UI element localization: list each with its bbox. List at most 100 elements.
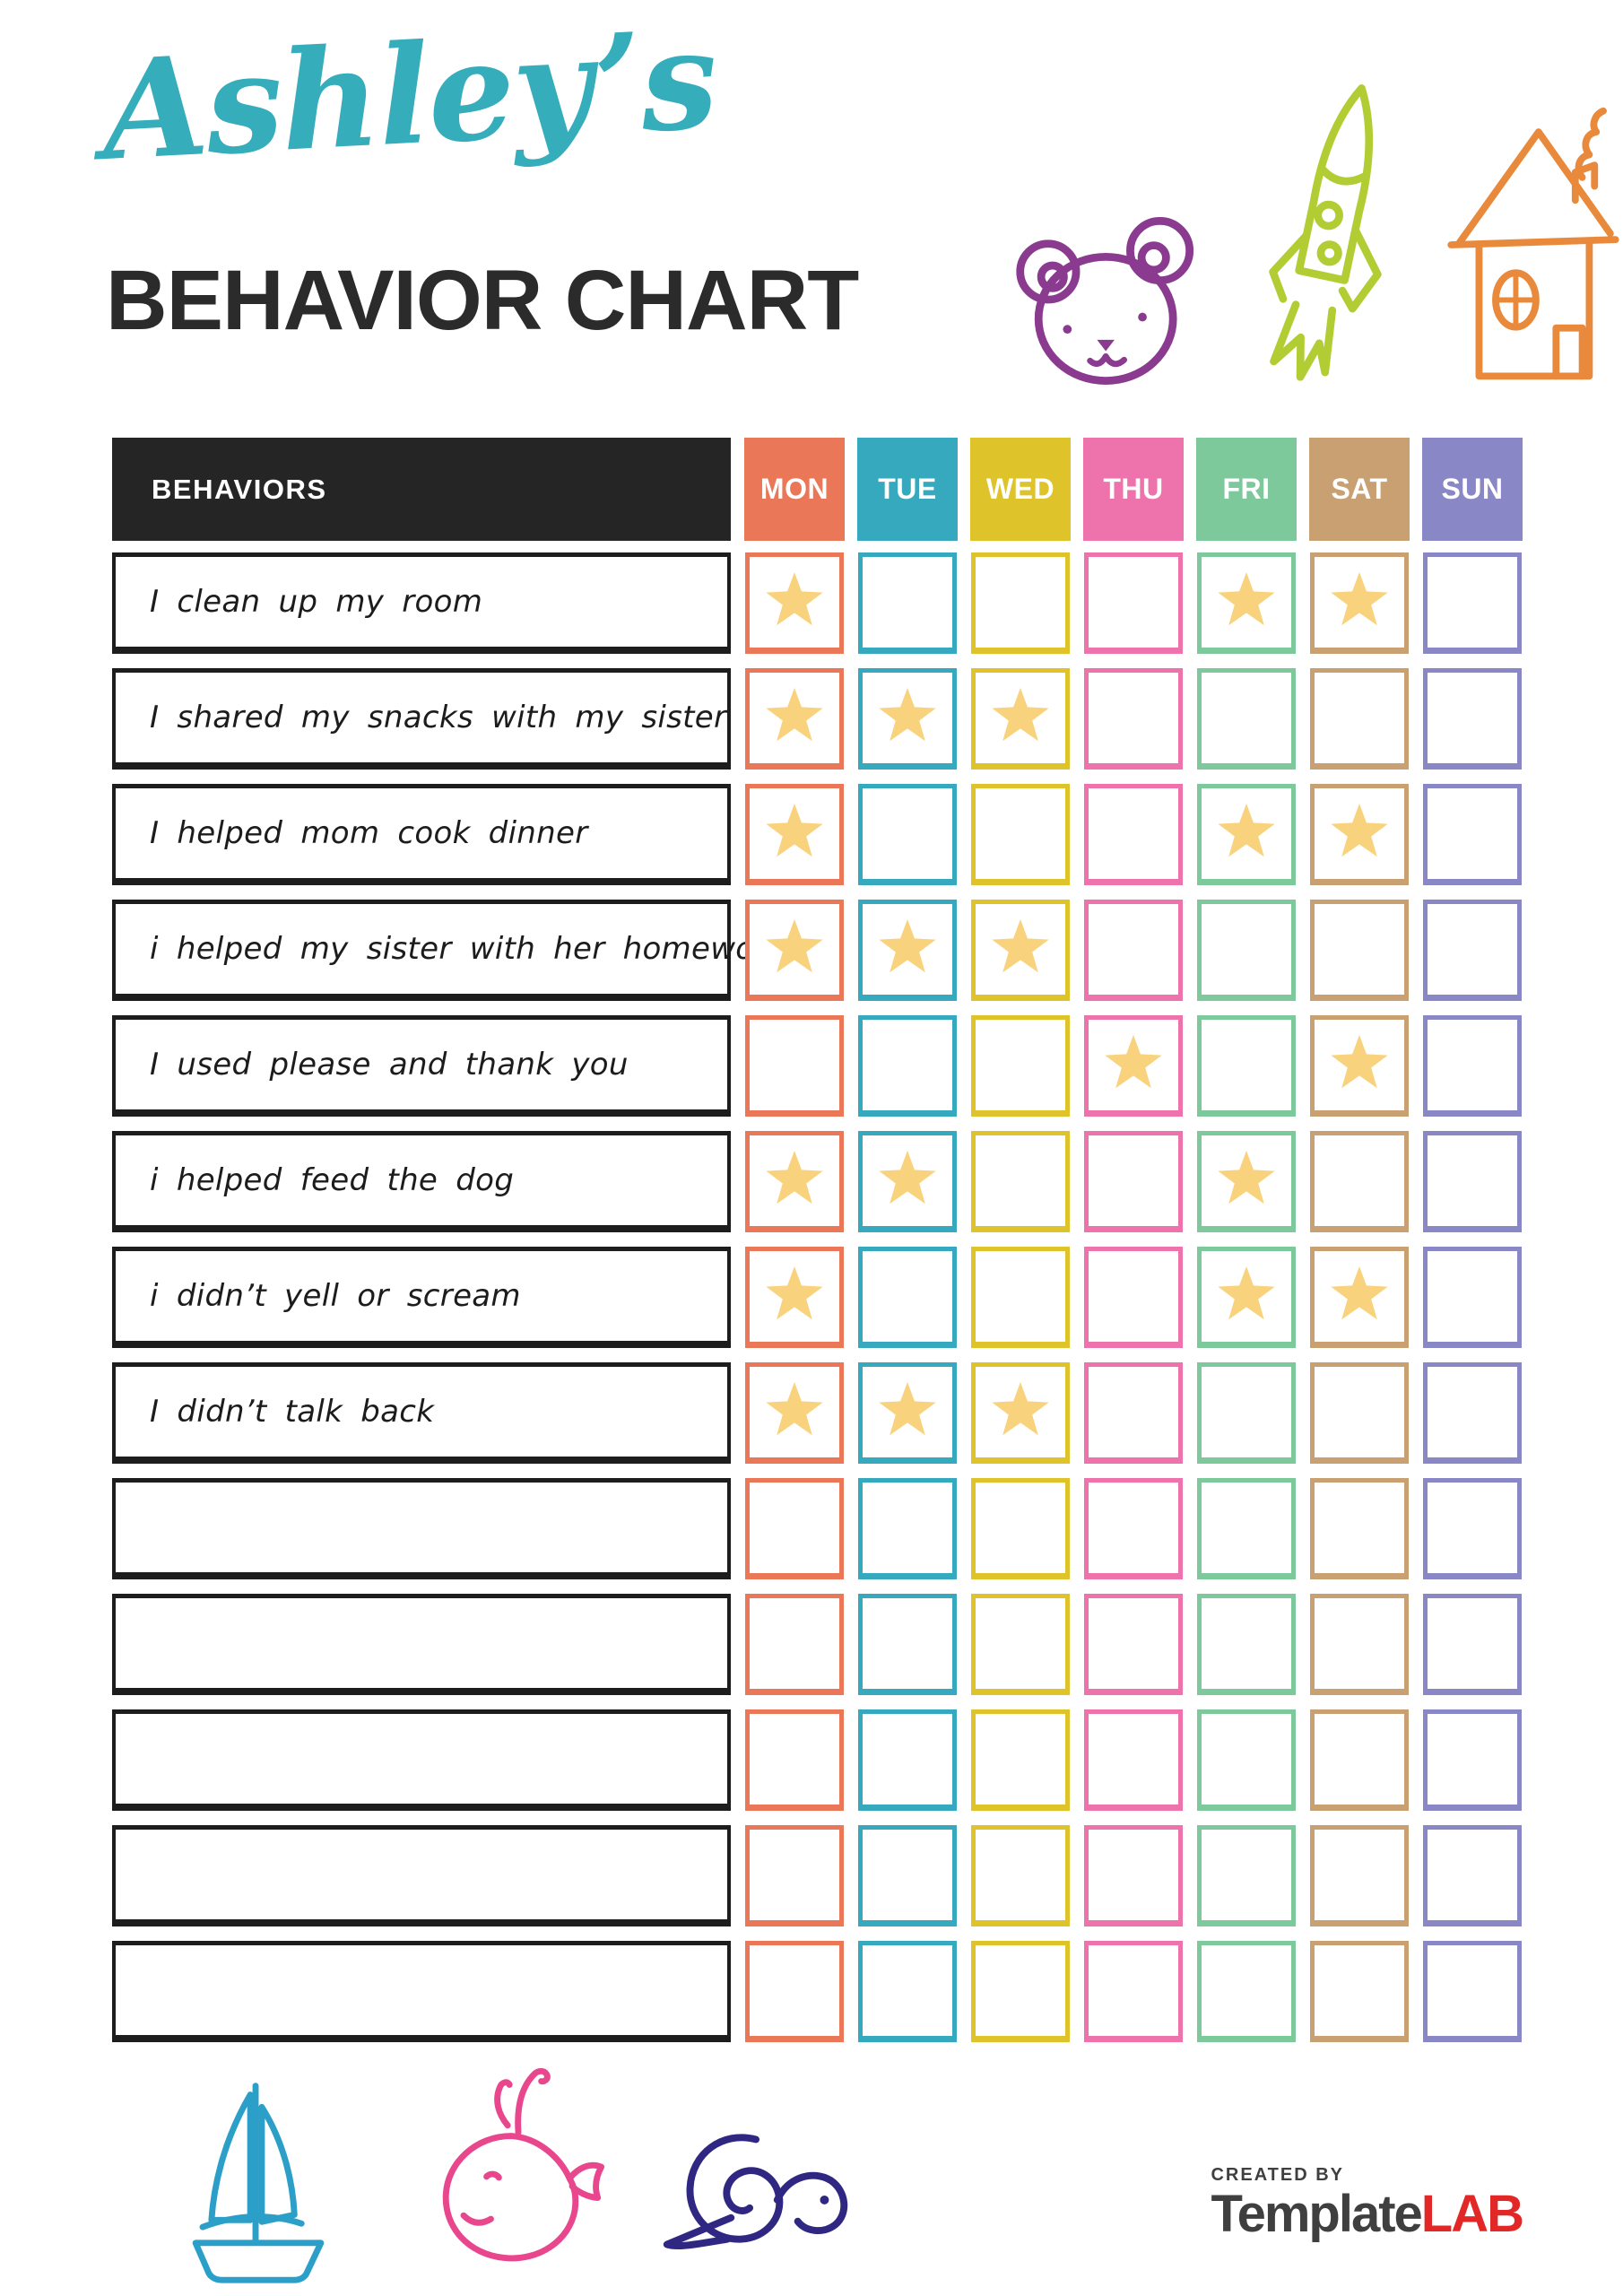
behavior-label: i helped my sister with her homework: [112, 900, 785, 1001]
day-cell-thu: [1084, 1131, 1183, 1232]
day-cell-thu: [1084, 1478, 1183, 1579]
day-cell-wed: [971, 1247, 1070, 1348]
star-icon: [766, 1382, 823, 1436]
star-icon: [766, 572, 823, 626]
day-cell-wed: [971, 1941, 1070, 2042]
day-cell-thu: [1084, 900, 1183, 1001]
day-cell-thu: [1084, 1247, 1183, 1348]
bear-icon: [1011, 213, 1212, 389]
star-icon: [992, 1382, 1049, 1436]
table-row: i helped feed the dog: [112, 1131, 1522, 1232]
day-cell-wed: [971, 552, 1070, 654]
star-icon: [1331, 804, 1388, 857]
star-icon: [879, 688, 936, 742]
day-cell-fri: [1197, 1362, 1296, 1464]
brand-name: TemplateLAB: [1211, 2185, 1524, 2243]
day-cell-tue: [858, 552, 957, 654]
day-cell-mon: [745, 668, 844, 770]
star-icon: [879, 1151, 936, 1205]
day-header-tue: TUE: [857, 438, 958, 541]
day-cell-wed: [971, 1362, 1070, 1464]
whale-icon: [405, 2054, 635, 2285]
behavior-label: I helped mom cook dinner: [112, 784, 731, 885]
star-icon: [766, 919, 823, 973]
day-cell-wed: [971, 1015, 1070, 1117]
day-cell-sun: [1423, 1709, 1522, 1811]
star-icon: [1105, 1035, 1162, 1089]
behavior-label: I used please and thank you: [112, 1015, 731, 1117]
day-cell-mon: [745, 552, 844, 654]
day-cell-fri: [1197, 1131, 1296, 1232]
behavior-label: [112, 1709, 731, 1811]
day-cell-sun: [1423, 1015, 1522, 1117]
behavior-label: I shared my snacks with my sister: [112, 668, 731, 770]
table-row: [112, 1941, 1522, 2042]
star-icon: [1331, 1266, 1388, 1320]
brand-template-text: Template: [1211, 2185, 1422, 2243]
page-title: BEHAVIOR CHART: [106, 253, 859, 348]
day-cell-sat: [1310, 668, 1409, 770]
day-cell-mon: [745, 1709, 844, 1811]
day-header-wed: WED: [970, 438, 1071, 541]
star-icon: [879, 1382, 936, 1436]
day-cell-sun: [1423, 1247, 1522, 1348]
rocket-icon: [1207, 62, 1451, 422]
behavior-label: I clean up my room: [112, 552, 731, 654]
star-icon: [1331, 1035, 1388, 1089]
day-cell-sun: [1423, 1131, 1522, 1232]
day-cell-sat: [1310, 1941, 1409, 2042]
star-icon: [879, 919, 936, 973]
star-icon: [1218, 572, 1275, 626]
table-rows: I clean up my room I shared my snacks wit…: [112, 552, 1522, 2057]
table-row: I used please and thank you: [112, 1015, 1522, 1117]
behavior-label: [112, 1941, 731, 2042]
day-cell-tue: [858, 668, 957, 770]
day-cell-thu: [1084, 1709, 1183, 1811]
star-icon: [1218, 804, 1275, 857]
table-row: I didn’t talk back: [112, 1362, 1522, 1464]
day-cell-tue: [858, 1362, 957, 1464]
child-name-title: Ashley’s: [98, 0, 720, 191]
day-cell-sun: [1423, 1478, 1522, 1579]
day-cell-fri: [1197, 900, 1296, 1001]
day-cell-sat: [1310, 1478, 1409, 1579]
day-cell-mon: [745, 1941, 844, 2042]
day-cell-sun: [1423, 900, 1522, 1001]
star-icon: [992, 919, 1049, 973]
star-icon: [766, 804, 823, 857]
day-header-sat: SAT: [1309, 438, 1410, 541]
table-row: I clean up my room: [112, 552, 1522, 654]
behavior-label: i didn’t yell or scream: [112, 1247, 731, 1348]
day-cell-mon: [745, 900, 844, 1001]
brand-lab-text: LAB: [1420, 2185, 1524, 2243]
day-cell-thu: [1084, 1825, 1183, 1926]
day-cell-fri: [1197, 552, 1296, 654]
day-cell-mon: [745, 1594, 844, 1695]
day-cell-mon: [745, 784, 844, 885]
day-cell-mon: [745, 1247, 844, 1348]
day-header-fri: FRI: [1196, 438, 1297, 541]
day-cell-wed: [971, 1478, 1070, 1579]
templatelab-logo: CREATED BY TemplateLAB: [1211, 2165, 1524, 2243]
table-row: [112, 1825, 1522, 1926]
table-row: I helped mom cook dinner: [112, 784, 1522, 885]
day-cell-mon: [745, 1015, 844, 1117]
day-cell-tue: [858, 1478, 957, 1579]
day-cell-sun: [1423, 1941, 1522, 2042]
behavior-label: [112, 1478, 731, 1579]
day-cell-tue: [858, 1709, 957, 1811]
star-icon: [1218, 1151, 1275, 1205]
day-cell-sat: [1310, 1015, 1409, 1117]
day-cell-sat: [1310, 900, 1409, 1001]
day-cell-fri: [1197, 1825, 1296, 1926]
day-cell-sat: [1310, 784, 1409, 885]
day-cell-thu: [1084, 784, 1183, 885]
day-cell-sun: [1423, 552, 1522, 654]
day-cell-sat: [1310, 1362, 1409, 1464]
day-cell-tue: [858, 1131, 957, 1232]
day-cell-fri: [1197, 1941, 1296, 2042]
day-cell-tue: [858, 1941, 957, 2042]
day-cell-sun: [1423, 1825, 1522, 1926]
day-cell-sat: [1310, 552, 1409, 654]
